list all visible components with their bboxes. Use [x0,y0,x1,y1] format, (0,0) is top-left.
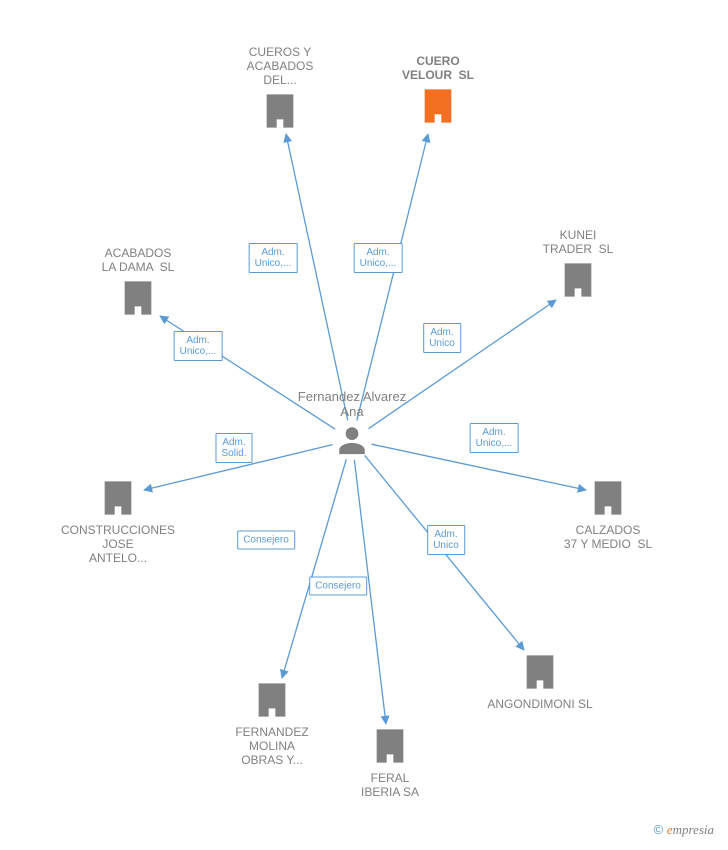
watermark: © empresia [654,822,714,838]
company-label: CUERO VELOUR SL [358,54,518,82]
copyright-symbol: © [654,822,664,837]
edge-line [357,134,428,421]
building-icon [358,86,518,131]
building-icon [38,478,198,523]
building-icon [58,278,218,323]
company-node[interactable]: CALZADOS 37 Y MEDIO SL [528,478,688,555]
brand-rest: mpresia [673,822,714,837]
company-node[interactable]: FERAL IBERIA SA [310,726,470,803]
edge-label: Adm. Unico,... [470,423,519,453]
building-icon [192,680,352,725]
edge-line [286,134,348,420]
network-diagram: { "type": "network", "background_color":… [0,0,728,850]
company-node[interactable]: KUNEI TRADER SL [498,228,658,305]
edge-label: Adm. Solid. [215,433,252,463]
edge-label: Adm. Unico,... [354,243,403,273]
company-label: ACABADOS LA DAMA SL [58,246,218,274]
company-label: CONSTRUCCIONES JOSE ANTELO... [38,523,198,565]
building-icon [498,260,658,305]
edge-label: Adm. Unico [423,323,461,353]
company-label: ANGONDIMONI SL [460,697,620,711]
company-node[interactable]: CUEROS Y ACABADOS DEL... [200,45,360,136]
company-node[interactable]: CONSTRUCCIONES JOSE ANTELO... [38,478,198,569]
company-label: CALZADOS 37 Y MEDIO SL [528,523,688,551]
building-icon [460,652,620,697]
company-label: FERAL IBERIA SA [310,771,470,799]
building-icon [310,726,470,771]
edge-label: Adm. Unico,... [249,243,298,273]
edge-label: Consejero [237,531,295,550]
edge-label: Adm. Unico,... [174,331,223,361]
company-label: CUEROS Y ACABADOS DEL... [200,45,360,87]
company-node[interactable]: CUERO VELOUR SL [358,54,518,131]
person-icon [335,423,369,462]
edge-label: Adm. Unico [427,525,465,555]
building-icon [200,91,360,136]
center-node-label: Fernandez Alvarez Ana [292,389,412,419]
company-label: KUNEI TRADER SL [498,228,658,256]
edge-label: Consejero [309,577,367,596]
edge-line [282,459,346,678]
company-node[interactable]: ANGONDIMONI SL [460,652,620,715]
company-node[interactable]: ACABADOS LA DAMA SL [58,246,218,323]
building-icon [528,478,688,523]
